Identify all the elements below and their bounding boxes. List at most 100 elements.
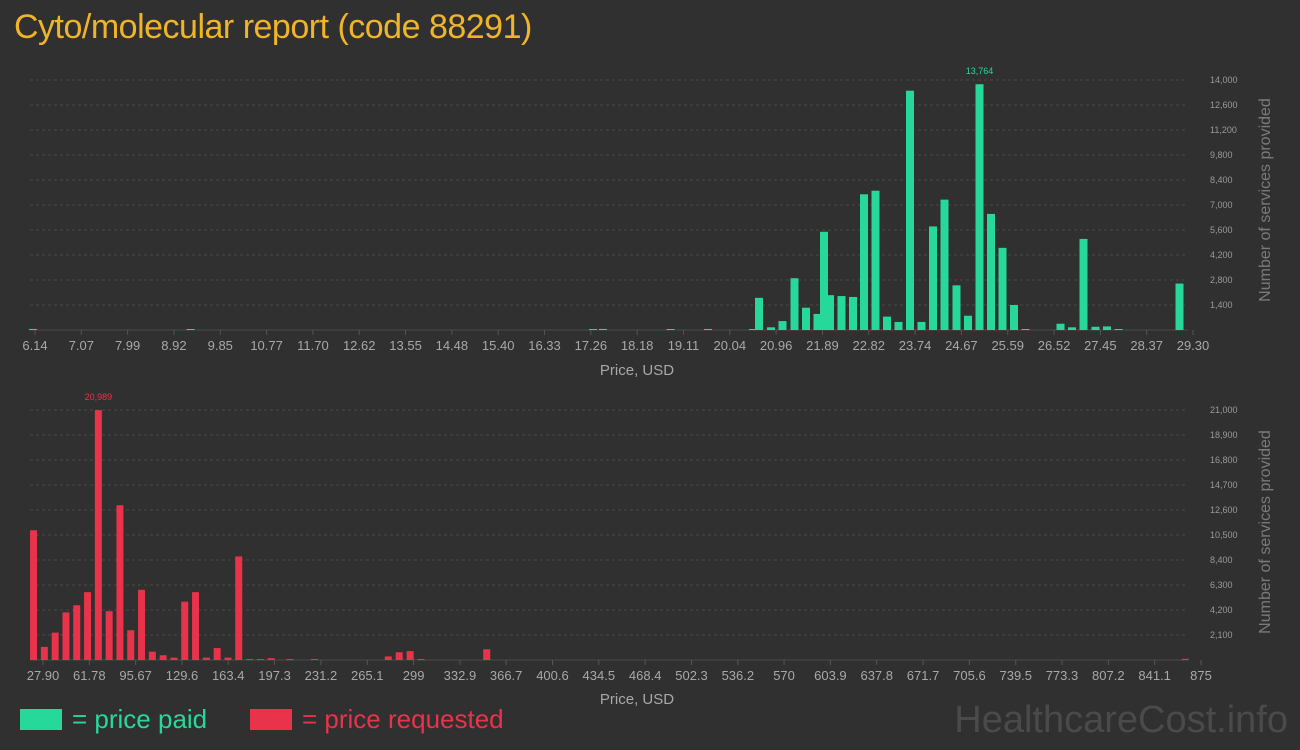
paid-xtick-label: 7.07 xyxy=(69,338,94,353)
paid-ytick-label: 2,800 xyxy=(1210,275,1233,285)
requested-xtick-label: 637.8 xyxy=(860,668,893,683)
requested-ytick-label: 4,200 xyxy=(1210,605,1233,615)
paid-y-axis-title: Number of services provided xyxy=(1257,98,1274,302)
paid-bar xyxy=(778,321,787,330)
paid-bar xyxy=(749,329,757,330)
paid-bar xyxy=(186,329,195,330)
paid-xtick-label: 25.59 xyxy=(991,338,1024,353)
requested-bar xyxy=(202,657,210,660)
paid-xtick-label: 10.77 xyxy=(250,338,283,353)
paid-xtick-label: 24.67 xyxy=(945,338,978,353)
requested-bar xyxy=(192,592,200,660)
requested-bar xyxy=(170,657,178,660)
page-title: Cyto/molecular report (code 88291) xyxy=(14,8,532,46)
requested-xtick-label: 434.5 xyxy=(583,668,616,683)
requested-xtick-label: 603.9 xyxy=(814,668,847,683)
requested-xtick-label: 739.5 xyxy=(999,668,1032,683)
requested-bar xyxy=(84,592,92,660)
paid-bar xyxy=(998,247,1007,330)
paid-ytick-label: 4,200 xyxy=(1210,250,1233,260)
requested-bar xyxy=(417,659,425,660)
paid-ytick-label: 8,400 xyxy=(1210,175,1233,185)
requested-xtick-label: 366.7 xyxy=(490,668,523,683)
requested-bar xyxy=(256,659,264,660)
requested-bar xyxy=(181,601,189,660)
paid-xtick-label: 22.82 xyxy=(852,338,885,353)
requested-peak-label: 20,989 xyxy=(85,392,113,402)
paid-bar xyxy=(940,199,949,330)
paid-xtick-label: 9.85 xyxy=(208,338,233,353)
requested-bar xyxy=(1181,658,1189,660)
requested-bar xyxy=(395,652,403,660)
requested-bar xyxy=(483,649,491,660)
requested-ytick-label: 14,700 xyxy=(1210,480,1238,490)
requested-xtick-label: 536.2 xyxy=(722,668,755,683)
requested-xtick-label: 265.1 xyxy=(351,668,384,683)
paid-bar xyxy=(883,316,891,330)
requested-bar xyxy=(116,505,124,660)
paid-xtick-label: 13.55 xyxy=(389,338,422,353)
requested-xtick-label: 705.6 xyxy=(953,668,986,683)
paid-bar xyxy=(917,321,926,330)
paid-xtick-label: 21.89 xyxy=(806,338,839,353)
paid-xtick-label: 20.04 xyxy=(714,338,747,353)
requested-xtick-label: 129.6 xyxy=(166,668,199,683)
paid-bar xyxy=(975,84,984,330)
requested-bar xyxy=(384,656,392,660)
paid-bar xyxy=(1114,329,1123,330)
requested-xtick-label: 299 xyxy=(403,668,425,683)
requested-ytick-label: 21,000 xyxy=(1210,405,1238,415)
paid-bar xyxy=(1091,326,1100,330)
paid-bar xyxy=(929,226,937,330)
requested-bar xyxy=(267,658,275,660)
requested-bar xyxy=(51,632,59,660)
legend-swatch-requested xyxy=(250,709,292,730)
paid-ytick-label: 11,200 xyxy=(1210,125,1237,135)
requested-ytick-label: 10,500 xyxy=(1210,530,1238,540)
requested-xtick-label: 671.7 xyxy=(907,668,940,683)
paid-xtick-label: 20.96 xyxy=(760,338,793,353)
requested-bar xyxy=(159,655,167,660)
requested-xtick-label: 841.1 xyxy=(1138,668,1171,683)
paid-ytick-label: 1,400 xyxy=(1210,300,1233,310)
requested-bar xyxy=(406,651,414,660)
requested-bar xyxy=(94,410,102,660)
paid-xtick-label: 27.45 xyxy=(1084,338,1117,353)
requested-bar xyxy=(40,646,48,660)
paid-xtick-label: 23.74 xyxy=(899,338,932,353)
paid-xtick-label: 19.11 xyxy=(668,338,700,353)
requested-xtick-label: 27.90 xyxy=(27,668,60,683)
paid-xtick-label: 14.48 xyxy=(436,338,469,353)
paid-xtick-label: 12.62 xyxy=(343,338,376,353)
paid-bar xyxy=(1175,283,1184,330)
paid-xtick-label: 17.26 xyxy=(575,338,608,353)
requested-bar xyxy=(30,530,38,660)
requested-ytick-label: 8,400 xyxy=(1210,555,1233,565)
paid-bar xyxy=(826,295,834,330)
paid-bar xyxy=(666,329,675,330)
paid-bar xyxy=(837,296,846,330)
paid-bar xyxy=(599,328,607,330)
requested-xtick-label: 570 xyxy=(773,668,795,683)
paid-bar xyxy=(1021,329,1030,330)
requested-bar xyxy=(310,659,318,660)
requested-xtick-label: 61.78 xyxy=(73,668,106,683)
paid-bar xyxy=(704,329,712,330)
requested-xtick-label: 231.2 xyxy=(305,668,338,683)
paid-xtick-label: 7.99 xyxy=(115,338,140,353)
paid-bar xyxy=(1056,323,1065,330)
paid-bar xyxy=(755,297,763,330)
paid-bar xyxy=(820,231,828,330)
paid-bar xyxy=(894,321,903,330)
requested-xtick-label: 807.2 xyxy=(1092,668,1125,683)
legend-price-requested: = price requested xyxy=(250,704,504,735)
requested-xtick-label: 163.4 xyxy=(212,668,245,683)
requested-bar xyxy=(286,659,294,660)
requested-xtick-label: 773.3 xyxy=(1046,668,1079,683)
requested-bar xyxy=(127,630,135,660)
legend-price-paid: = price paid xyxy=(20,704,207,735)
requested-xtick-label: 197.3 xyxy=(258,668,291,683)
paid-bar xyxy=(802,307,810,330)
paid-xtick-label: 16.33 xyxy=(528,338,561,353)
paid-bar xyxy=(767,327,775,330)
